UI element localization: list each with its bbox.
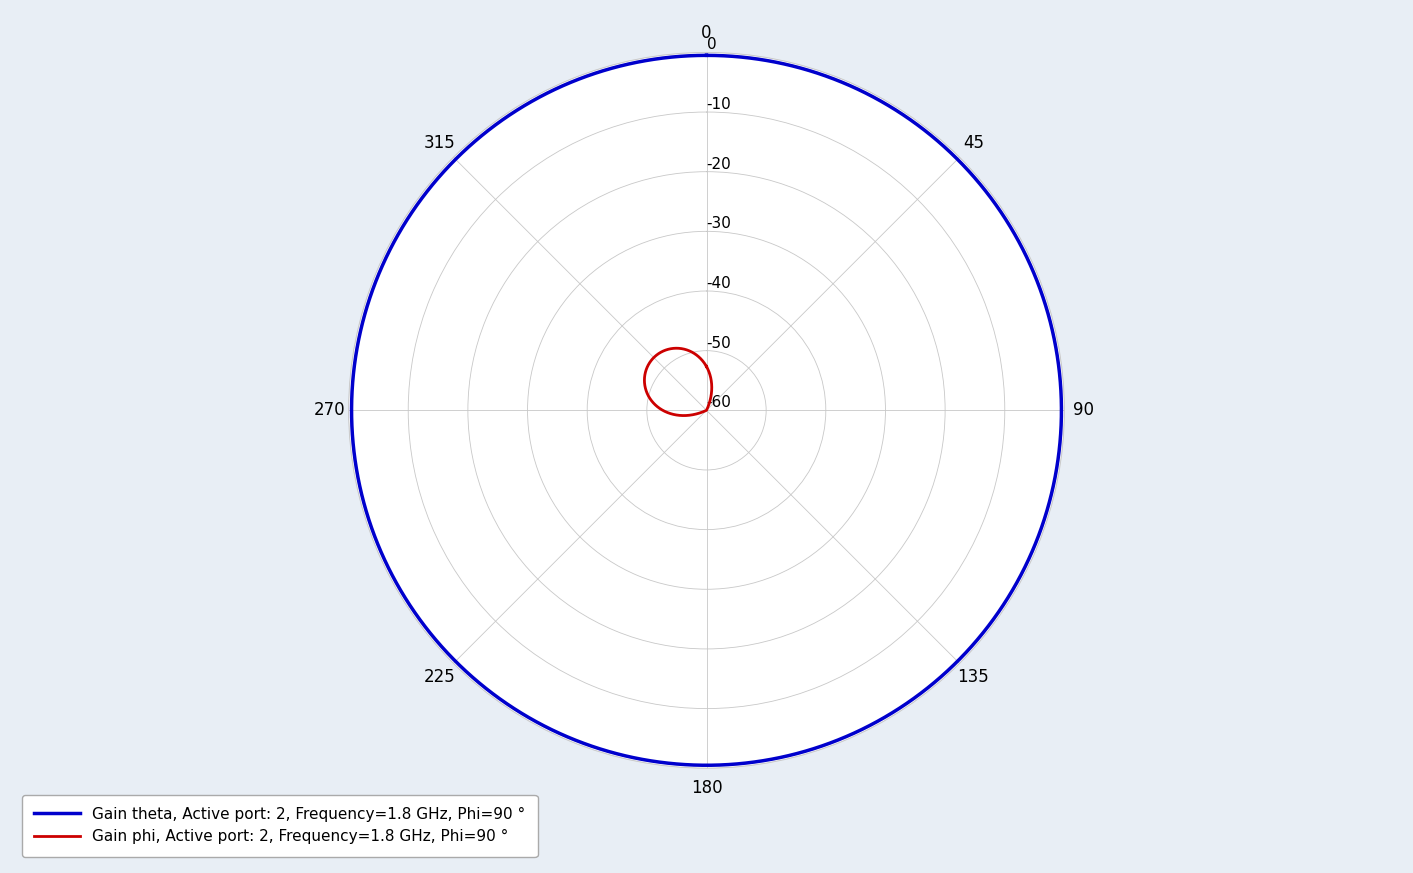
Legend: Gain theta, Active port: 2, Frequency=1.8 GHz, Phi=90 °, Gain phi, Active port: : Gain theta, Active port: 2, Frequency=1.… xyxy=(21,794,537,856)
